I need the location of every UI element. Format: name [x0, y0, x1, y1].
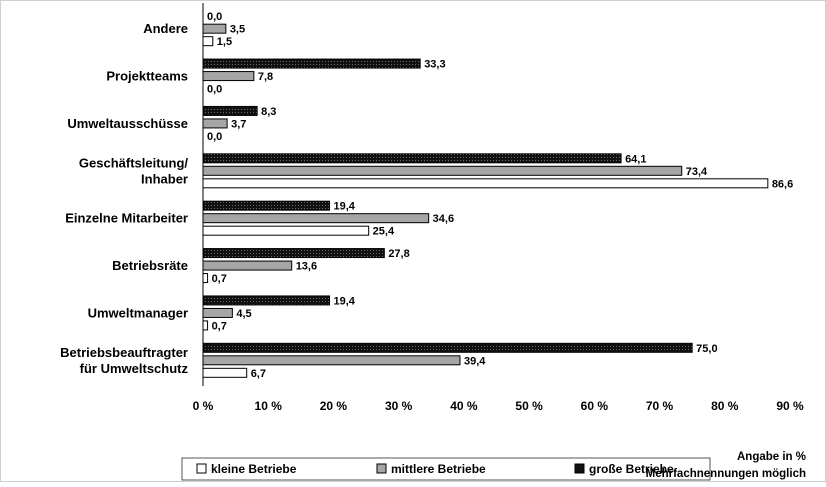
data-label: 33,3 — [424, 59, 445, 71]
bar — [202, 71, 255, 82]
bar — [202, 153, 622, 164]
legend-label: mittlere Betriebe — [391, 462, 486, 476]
bar — [202, 367, 248, 378]
legend-item: große Betriebe — [574, 462, 674, 476]
data-label: 3,7 — [231, 118, 246, 130]
category-label: Inhaber — [141, 171, 188, 186]
category-label: Projektteams — [106, 69, 188, 84]
data-label: 0,7 — [212, 320, 227, 332]
category-label: Umweltausschüsse — [67, 116, 188, 131]
axis-note-line-2: Mehrfachnennungen möglich — [646, 468, 806, 480]
x-tick-label: 0 % — [193, 399, 214, 413]
data-label: 7,8 — [258, 71, 273, 83]
bar — [202, 200, 331, 211]
legend-swatch — [196, 463, 207, 474]
data-label: 0,7 — [212, 273, 227, 285]
data-label: 25,4 — [373, 226, 395, 238]
data-label: 64,1 — [625, 153, 646, 165]
x-tick-label: 50 % — [515, 399, 543, 413]
bar — [202, 295, 331, 306]
legend-frame — [181, 457, 711, 481]
data-label: 27,8 — [388, 248, 409, 260]
bar — [202, 105, 258, 116]
category-label: Einzelne Mitarbeiter — [65, 211, 188, 226]
bar — [202, 260, 293, 271]
x-tick-label: 80 % — [711, 399, 739, 413]
legend-label: große Betriebe — [589, 462, 674, 476]
data-label: 4,5 — [236, 308, 251, 320]
category-label: Geschäftsleitung/ — [79, 155, 188, 170]
data-label: 6,7 — [251, 368, 266, 380]
data-label: 19,4 — [334, 295, 356, 307]
bar — [202, 307, 233, 318]
data-label: 8,3 — [261, 106, 276, 118]
axis-note-line-1: Angabe in % — [737, 451, 806, 463]
category-group: Umweltausschüsse 8,3 3,7 0,0 — [67, 105, 276, 143]
data-label: 39,4 — [464, 355, 486, 367]
data-label: 86,6 — [772, 178, 793, 190]
category-group: Umweltmanager 19,4 4,5 0,7 — [88, 295, 356, 332]
x-tick-label: 10 % — [255, 399, 283, 413]
category-group: Betriebsräte 27,8 13,6 0,7 — [112, 248, 410, 285]
category-group: Geschäftsleitung/Inhaber 64,1 73,4 86,6 — [79, 153, 793, 190]
bar — [202, 58, 421, 69]
bar — [202, 225, 370, 236]
data-label: 0,0 — [207, 84, 222, 96]
bar — [202, 178, 769, 189]
data-label: 34,6 — [433, 213, 454, 225]
bar — [202, 342, 693, 353]
bar — [202, 165, 683, 176]
data-label: 0,0 — [207, 131, 222, 143]
legend-item: mittlere Betriebe — [376, 462, 486, 476]
x-axis: 0 % 10 % 20 % 30 % 40 % 50 % 60 % 70 % 80 % 90 % — [193, 399, 804, 413]
x-tick-label: 90 % — [776, 399, 804, 413]
legend: kleine Betriebe mittlere Betriebe große Be… — [181, 457, 711, 481]
bar — [202, 248, 385, 259]
data-label: 73,4 — [686, 166, 708, 178]
x-tick-label: 40 % — [450, 399, 478, 413]
bar — [202, 273, 209, 284]
bars-layer: Andere0,03,51,5Projektteams33,37,80,0Umw… — [60, 11, 793, 380]
data-label: 75,0 — [696, 343, 717, 355]
x-tick-label: 70 % — [646, 399, 674, 413]
bar — [202, 355, 461, 366]
legend-label: kleine Betriebe — [211, 462, 297, 476]
x-tick-label: 60 % — [581, 399, 609, 413]
category-label: Umweltmanager — [88, 305, 188, 320]
data-label: 0,0 — [207, 11, 222, 23]
category-label: für Umweltschutz — [80, 361, 189, 376]
bar — [202, 118, 228, 129]
bar — [202, 36, 214, 47]
category-label: Betriebsräte — [112, 258, 188, 273]
data-label: 19,4 — [334, 201, 356, 213]
category-label: Andere — [143, 21, 188, 36]
x-tick-label: 30 % — [385, 399, 413, 413]
legend-item: kleine Betriebe — [196, 462, 297, 476]
category-label: Betriebsbeauftragter — [60, 345, 188, 360]
bar — [202, 320, 209, 331]
data-label: 1,5 — [217, 36, 232, 48]
legend-swatch — [574, 463, 585, 474]
x-tick-label: 20 % — [320, 399, 348, 413]
legend-swatch — [376, 463, 387, 474]
bar — [202, 213, 430, 224]
bar — [202, 23, 227, 34]
data-label: 3,5 — [230, 24, 245, 36]
data-label: 13,6 — [296, 261, 317, 273]
